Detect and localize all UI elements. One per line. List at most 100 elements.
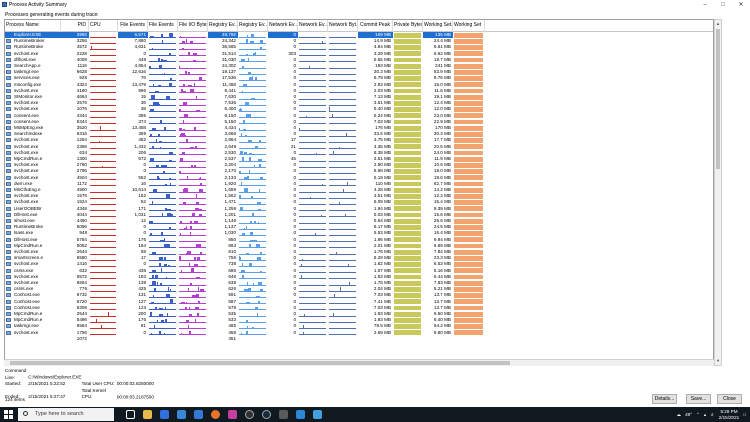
vertical-scrollbar[interactable]: ▲ ▼ <box>714 19 722 366</box>
table-row[interactable]: UserOOBEBr 4348 171 1,259 0 1.94 MB 9.39 MB <box>5 206 713 212</box>
table-row[interactable]: svchost.exe 4504 552 2,133 0 5.19 MB 19.6 MB <box>5 175 713 181</box>
tray-chevron-icon[interactable]: ⌃ <box>696 411 700 417</box>
task-view-icon[interactable] <box>126 410 135 419</box>
outlook-icon[interactable] <box>296 410 305 419</box>
table-row[interactable]: MpCmdRun.e 2544 200 535 0 1.93 MB 6.50 MB <box>5 311 713 317</box>
notifications-icon[interactable]: □ <box>743 412 746 417</box>
table-row[interactable]: smartscreen.e 6580 17 756 0 8.29 MB 23.3 MB <box>5 255 713 261</box>
horizontal-scroll-thumb[interactable] <box>10 361 510 365</box>
table-row[interactable]: SIMonitor.exe 4664 15 7,630 0 7.13 MB 19.1 MB <box>5 94 713 100</box>
store-icon[interactable] <box>194 410 203 419</box>
save-button[interactable]: Save... <box>686 394 711 404</box>
horizontal-scrollbar[interactable] <box>4 359 714 366</box>
network-icon[interactable]: ▴ <box>703 411 707 417</box>
column-header[interactable]: Working Set <box>453 20 485 32</box>
table-row[interactable]: RuntimeBroker 3256 7,880 24,342 0 14.9 MB 24.4… <box>5 38 713 44</box>
table-row[interactable]: DllHost.exe 5784 176 950 0 1.96 MB 9.94 MB <box>5 237 713 243</box>
table-row[interactable]: svchost.exe 1576 162 1,562 0 3.51 MB 12.2 MB <box>5 193 713 199</box>
activity-graph <box>149 281 176 286</box>
column-header[interactable]: PID <box>61 20 89 32</box>
process-monitor-icon[interactable] <box>313 410 322 419</box>
table-row[interactable]: svchost.exe 2644 59 810 0 1.76 MB 7.84 MB <box>5 249 713 255</box>
table-row[interactable]: consent.exe 5344 374 5,150 0 7.03 MB 22.9 MB <box>5 119 713 125</box>
column-header[interactable]: Network Ev... <box>298 20 328 32</box>
column-header[interactable]: Commit Peak <box>358 20 393 32</box>
close-button[interactable]: Close <box>717 394 742 404</box>
table-row[interactable]: consent.exe 4344 385 6,150 0 6.24 MB 23.0 MB <box>5 113 713 119</box>
table-row[interactable]: svchost.exe 1076 38 6,400 0 5.40 MB 12.0 MB <box>5 106 713 112</box>
table-row[interactable]: Conhost.exe 6732 131 591 0 7.03 MB 13.7 MB <box>5 292 713 298</box>
table-row[interactable]: SearchIndexe 6316 369 3,666 0 33.5 MB 30.3 MB <box>5 131 713 137</box>
table-row[interactable]: MsMpEng.exe 3520 13,458 4,434 0 176 MB 170 MB <box>5 125 713 131</box>
scroll-up-arrow-icon[interactable]: ▲ <box>716 21 720 26</box>
table-row[interactable]: Conhost.exe 5308 123 579 0 7.03 MB 13.7 MB <box>5 305 713 311</box>
network-events-count: 21 <box>290 143 296 149</box>
table-row[interactable]: svchost.exe 1264 482 2,864 17 3.75 MB 17.7 MB <box>5 137 713 143</box>
column-header[interactable]: Network Ev... <box>268 20 298 32</box>
table-row[interactable]: svchost.exe 1416 0 738 0 1.62 MB 6.53 MB <box>5 261 713 267</box>
table-row[interactable]: MpCmdRun.e 5496 176 533 0 1.93 MB 6.40 MB <box>5 317 713 323</box>
activity-graph <box>239 113 266 119</box>
table-row[interactable]: svchost.exe 6564 139 638 0 1.75 MB 7.83 MB <box>5 280 713 286</box>
column-header[interactable]: File Events <box>118 20 148 32</box>
vertical-scroll-thumb[interactable] <box>716 29 720 169</box>
media-icon[interactable] <box>228 410 237 419</box>
maximize-button[interactable]: □ <box>721 1 725 8</box>
file-explorer-icon[interactable] <box>143 410 152 419</box>
taskbar-clock[interactable]: 5:28 PM 2/15/2021 <box>719 409 739 420</box>
table-row[interactable]: MpCmdRun.e 1300 672 2,537 45 3.51 MB 11.9 MB <box>5 156 713 162</box>
table-row[interactable]: 1072 451 <box>5 336 713 342</box>
column-header[interactable]: File Events <box>148 20 178 32</box>
firefox-icon[interactable] <box>211 410 220 419</box>
table-row[interactable]: DllHost.exe 4044 1,031 1,201 0 5.03 MB 15.6 MB <box>5 212 713 218</box>
table-row[interactable]: lsass.exe 948 0 1,030 0 5.53 MB 15.4 MB <box>5 230 713 236</box>
table-row[interactable]: svchost.exe 6572 183 648 0 1.53 MB 6.44 MB <box>5 274 713 280</box>
scroll-down-arrow-icon[interactable]: ▼ <box>716 358 720 363</box>
table-row[interactable]: csrss.exe 776 425 626 0 2.04 MB 5.21 MB <box>5 286 713 292</box>
table-row[interactable]: svchost.exe 634 206 2,530 0 8.38 MB 24.0 MB <box>5 150 713 156</box>
taskbar-search-input[interactable]: Type here to search <box>18 408 114 421</box>
table-row[interactable]: svchost.exe 2576 36 7,536 0 3.51 MB 12.4 MB <box>5 100 713 106</box>
table-row[interactable]: dllhost.exe 4008 448 31,030 0 6.55 MB 19.7 MB <box>5 57 713 63</box>
column-header[interactable]: Process Name <box>5 20 61 32</box>
windows-start-icon[interactable] <box>4 410 13 419</box>
table-row[interactable]: msconfig.exe 4324 13,479 11,458 0 2.93 MB 15.0… <box>5 82 713 88</box>
table-row[interactable]: svchost.exe 1756 0 459 0 2.69 MB 9.80 MB <box>5 330 713 336</box>
table-row[interactable]: taskmgr.exe 6564 81 465 0 78.5 MB 64.2 MB <box>5 323 713 329</box>
column-header[interactable]: Registry Ev... <box>238 20 268 32</box>
table-row[interactable]: csrss.exe 632 436 686 0 1.67 MB 5.16 MB <box>5 268 713 274</box>
table-row[interactable]: MpCmdRun.e 5052 184 863 0 2.01 MB 6.69 MB <box>5 243 713 249</box>
edge-icon[interactable] <box>160 410 169 419</box>
column-header[interactable]: CPU <box>89 20 118 32</box>
column-header[interactable]: Registry Ev... <box>208 20 238 32</box>
table-row[interactable]: svchost.exe 2796 0 2,170 0 8.68 MB 18.0 MB <box>5 168 713 174</box>
table-row[interactable]: services.exe 928 76 17,536 0 6.79 MB 9.76 MB <box>5 75 713 81</box>
weather-icon[interactable]: ☁ <box>676 411 682 417</box>
terminal-icon[interactable] <box>279 410 288 419</box>
table-row[interactable]: dwm.exe 1172 16 1,920 0 110 MB 62.7 MB <box>5 181 713 187</box>
table-row[interactable]: taskmgr.exe 6628 12,616 19,137 0 30.3 MB 53.9 … <box>5 69 713 75</box>
table-row[interactable]: svchost.exe 2760 0 2,204 0 2.90 MB 10.6 MB <box>5 162 713 168</box>
column-header[interactable]: Private Bytes <box>393 20 423 32</box>
minimize-button[interactable]: – <box>703 1 707 8</box>
table-row[interactable]: RuntimeBroke 4572 4,631 36,565 0 4.94 MB 6.61 … <box>5 44 713 50</box>
column-header[interactable]: Network Byt... <box>328 20 358 32</box>
volume-icon[interactable]: ♬ <box>710 412 715 417</box>
mail-icon[interactable] <box>177 410 186 419</box>
table-row[interactable]: svchost.exe 4160 996 8,441 0 2.03 MB 11.6 MB <box>5 88 713 94</box>
column-header[interactable]: File I/O Bytes <box>178 20 208 32</box>
steam-icon[interactable] <box>262 410 271 419</box>
column-header[interactable]: Working Set... <box>423 20 453 32</box>
table-row[interactable]: RuntimeBroke 5096 0 1,137 0 8.17 MB 24.5 MB <box>5 224 713 230</box>
table-row[interactable]: sihost.exe 4460 12 1,146 0 5.64 MB 26.6 MB <box>5 218 713 224</box>
table-row[interactable]: Conhost.exe 5720 127 587 0 7.41 MB 13.7 MB <box>5 299 713 305</box>
table-row[interactable]: svchost.exe 2228 0 31,514 303 3.29 MB 6.62 MB <box>5 51 713 57</box>
close-window-button[interactable]: ✕ <box>738 2 744 8</box>
details-button[interactable]: Details... <box>652 394 677 404</box>
clock-app-icon[interactable] <box>245 410 254 419</box>
table-row[interactable]: svchost.exe 1524 52 1,471 0 6.09 MB 15.4 MB <box>5 199 713 205</box>
table-row[interactable]: MsCtfuEng.e 4900 10,614 1,659 0 4.28 MB 14.2 M… <box>5 187 713 193</box>
table-row[interactable]: svchost.exe 2368 1,432 2,649 21 4.35 MB 20.5 M… <box>5 143 713 150</box>
table-row[interactable]: SearchApp.e 1116 4,854 24,302 0 193 MB 241 MB <box>5 63 713 69</box>
table-row[interactable]: Explorer.EXE 3992 6,571 48,792 0 109 MB 135 MB <box>5 32 713 39</box>
